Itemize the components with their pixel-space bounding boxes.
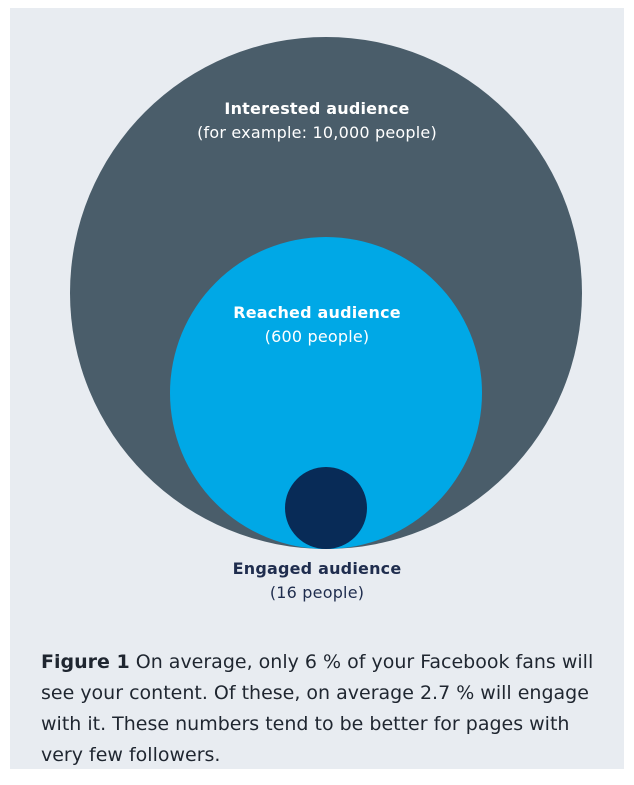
interested-audience-count: (for example: 10,000 people) — [197, 123, 437, 142]
reached-audience-label: Reached audience (600 people) — [0, 301, 634, 349]
figure-label: Figure 1 — [41, 651, 130, 673]
engaged-audience-circle — [285, 467, 367, 549]
engaged-audience-title: Engaged audience — [232, 559, 402, 578]
interested-audience-label: Interested audience (for example: 10,000… — [0, 97, 634, 145]
reached-audience-title: Reached audience — [233, 303, 401, 322]
figure-caption: Figure 1 On average, only 6 % of your Fa… — [41, 647, 611, 771]
interested-audience-title: Interested audience — [224, 99, 410, 118]
reached-audience-circle — [170, 237, 482, 549]
engaged-audience-label: Engaged audience (16 people) — [0, 557, 634, 605]
figure-caption-text: On average, only 6 % of your Facebook fa… — [41, 651, 594, 766]
reached-audience-count: (600 people) — [264, 327, 370, 346]
engaged-audience-count: (16 people) — [269, 583, 365, 602]
nested-circles-diagram — [70, 37, 582, 549]
